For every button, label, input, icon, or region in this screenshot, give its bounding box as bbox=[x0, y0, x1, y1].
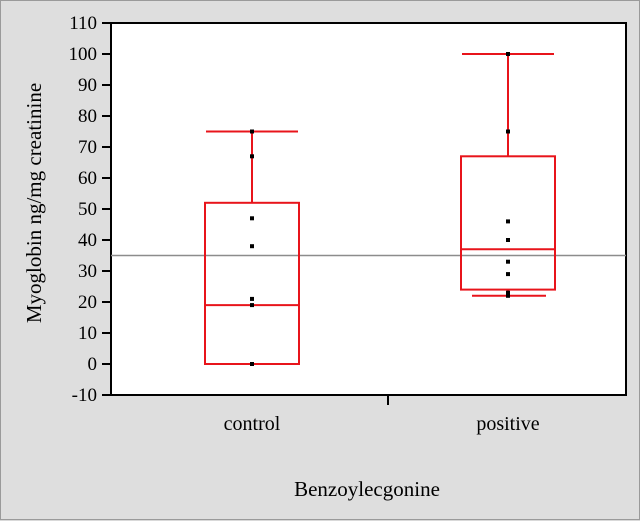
y-tick-label: 50 bbox=[78, 199, 97, 220]
y-axis-title: Myoglobin ng/mg creatinine bbox=[22, 83, 46, 323]
data-point bbox=[506, 219, 510, 224]
x-tick-label: control bbox=[224, 413, 281, 435]
data-point bbox=[250, 303, 254, 308]
y-axis: -10 0 10 20 30 40 50 60 70 80 90 100 110 bbox=[69, 13, 111, 406]
data-point bbox=[250, 362, 254, 366]
y-tick-label: 70 bbox=[78, 137, 97, 158]
y-tick-label: 100 bbox=[69, 44, 98, 65]
y-tick-label: 80 bbox=[78, 106, 97, 127]
y-tick-label: 60 bbox=[78, 168, 97, 189]
plot-area bbox=[110, 22, 627, 396]
data-point bbox=[506, 293, 510, 298]
y-tick-label: -10 bbox=[72, 385, 97, 406]
data-point bbox=[250, 216, 254, 221]
x-tick-label: positive bbox=[476, 413, 539, 435]
data-point bbox=[506, 238, 510, 242]
y-tick-label: 10 bbox=[78, 323, 97, 344]
y-tick-label: 40 bbox=[78, 230, 97, 251]
data-point bbox=[506, 290, 510, 295]
data-point bbox=[506, 272, 510, 277]
point-series bbox=[250, 52, 510, 366]
data-point bbox=[250, 244, 254, 249]
data-point bbox=[506, 259, 510, 264]
y-tick-label: 90 bbox=[78, 75, 97, 96]
y-tick-label: 20 bbox=[78, 292, 97, 313]
data-point bbox=[250, 154, 254, 159]
x-axis: control positive bbox=[224, 395, 540, 435]
x-axis-title: Benzoylecgonine bbox=[294, 477, 440, 501]
y-tick-label: 30 bbox=[78, 261, 97, 282]
data-point bbox=[250, 296, 254, 301]
data-point bbox=[506, 52, 510, 56]
data-point bbox=[506, 129, 510, 134]
y-tick-label: 0 bbox=[88, 354, 98, 375]
data-point bbox=[250, 129, 254, 134]
y-tick-label: 110 bbox=[69, 13, 97, 34]
